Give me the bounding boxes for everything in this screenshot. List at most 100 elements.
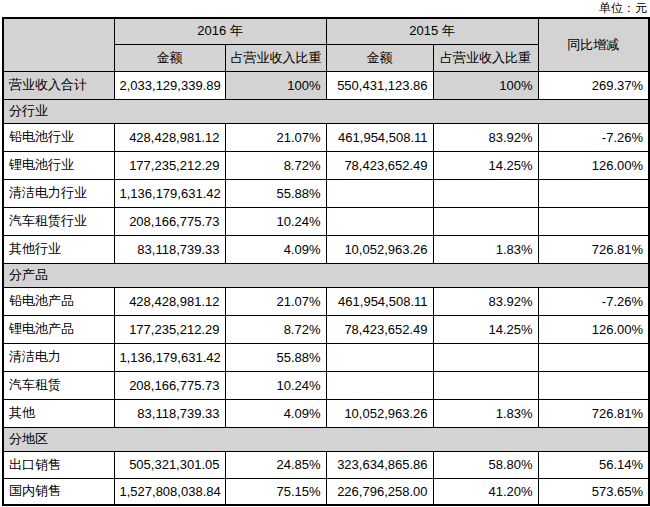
cell-ratio-2016: 8.72% [225,315,326,343]
cell-ratio-2015: 58.80% [433,451,538,478]
cell-amount-2015 [326,207,433,235]
cell-ratio-2016: 10.24% [225,371,326,399]
amount-2015-header: 金额 [326,44,433,71]
cell-ratio-2016: 21.07% [225,123,326,151]
cell-amount-2016: 208,166,775.73 [114,371,225,399]
row-label: 铅电池行业 [3,123,114,151]
cell-ratio-2016: 8.72% [225,151,326,179]
cell-ratio-2016: 24.85% [225,451,326,478]
cell-ratio-2015 [433,343,538,371]
section-row-industry: 分行业 [3,99,649,123]
cell-yoy: 269.37% [538,71,649,99]
cell-amount-2015: 461,954,508.11 [326,123,433,151]
cell-amount-2015 [326,371,433,399]
table-row: 出口销售 505,321,301.05 24.85% 323,634,865.8… [3,451,649,478]
revenue-breakdown-table: 2016 年 2015 年 同比增减 金额 占营业收入比重 金额 占营业收入比重… [2,17,650,506]
cell-amount-2016: 505,321,301.05 [114,451,225,478]
cell-amount-2015 [326,343,433,371]
cell-yoy [538,207,649,235]
cell-yoy: 726.81% [538,399,649,427]
cell-amount-2016: 2,033,129,339.89 [114,71,225,99]
cell-amount-2016: 177,235,212.29 [114,315,225,343]
row-label: 锂电池行业 [3,151,114,179]
row-label: 出口销售 [3,451,114,478]
cell-yoy: 56.14% [538,451,649,478]
table-row: 锂电池行业 177,235,212.29 8.72% 78,423,652.49… [3,151,649,179]
cell-amount-2015: 78,423,652.49 [326,151,433,179]
section-title: 分地区 [3,427,649,451]
table-row: 铅电池行业 428,428,981.12 21.07% 461,954,508.… [3,123,649,151]
cell-amount-2015: 461,954,508.11 [326,287,433,315]
cell-yoy [538,343,649,371]
cell-ratio-2015 [433,179,538,207]
cell-amount-2015: 323,634,865.86 [326,451,433,478]
section-row-region: 分地区 [3,427,649,451]
cell-ratio-2016: 4.09% [225,235,326,263]
table-row: 锂电池产品 177,235,212.29 8.72% 78,423,652.49… [3,315,649,343]
cell-amount-2016: 1,527,808,038.84 [114,478,225,505]
cell-ratio-2015: 41.20% [433,478,538,505]
cell-ratio-2015: 14.25% [433,151,538,179]
cell-ratio-2016: 10.24% [225,207,326,235]
cell-yoy [538,179,649,207]
ratio-2016-header: 占营业收入比重 [225,44,326,71]
cell-amount-2016: 1,136,179,631.42 [114,343,225,371]
cell-yoy: 573.65% [538,478,649,505]
row-label: 清洁电力 [3,343,114,371]
cell-ratio-2015 [433,371,538,399]
table-row: 铅电池产品 428,428,981.12 21.07% 461,954,508.… [3,287,649,315]
cell-amount-2015: 10,052,963.26 [326,399,433,427]
unit-label: 单位：元 [0,0,650,17]
corner-empty-cell [3,18,114,71]
row-label: 汽车租赁 [3,371,114,399]
cell-ratio-2015: 1.83% [433,399,538,427]
cell-yoy: -7.26% [538,123,649,151]
table-row: 汽车租赁行业 208,166,775.73 10.24% [3,207,649,235]
year-2015-header: 2015 年 [326,18,538,44]
row-label: 其他 [3,399,114,427]
table-row: 汽车租赁 208,166,775.73 10.24% [3,371,649,399]
yoy-header: 同比增减 [538,18,649,71]
cell-ratio-2016: 75.15% [225,478,326,505]
report-page: 单位：元 2016 年 2015 年 同比增减 金额 占营业收入比重 金额 占营… [0,0,650,507]
cell-amount-2015 [326,179,433,207]
cell-amount-2016: 1,136,179,631.42 [114,179,225,207]
row-label: 清洁电力行业 [3,179,114,207]
cell-amount-2016: 428,428,981.12 [114,287,225,315]
section-title: 分产品 [3,263,649,287]
row-label: 营业收入合计 [3,71,114,99]
ratio-2015-header: 占营业收入比重 [433,44,538,71]
cell-ratio-2016: 100% [225,71,326,99]
cell-ratio-2015: 1.83% [433,235,538,263]
table-row: 国内销售 1,527,808,038.84 75.15% 226,796,258… [3,478,649,505]
cell-amount-2016: 208,166,775.73 [114,207,225,235]
row-label: 国内销售 [3,478,114,505]
cell-amount-2016: 83,118,739.33 [114,235,225,263]
cell-ratio-2015: 83.92% [433,287,538,315]
cell-yoy: 126.00% [538,315,649,343]
table-row: 其他行业 83,118,739.33 4.09% 10,052,963.26 1… [3,235,649,263]
section-row-product: 分产品 [3,263,649,287]
cell-amount-2016: 177,235,212.29 [114,151,225,179]
cell-amount-2016: 428,428,981.12 [114,123,225,151]
table-row: 清洁电力行业 1,136,179,631.42 55.88% [3,179,649,207]
row-label: 汽车租赁行业 [3,207,114,235]
amount-2016-header: 金额 [114,44,225,71]
total-revenue-row: 营业收入合计 2,033,129,339.89 100% 550,431,123… [3,71,649,99]
table-row: 其他 83,118,739.33 4.09% 10,052,963.26 1.8… [3,399,649,427]
row-label: 铅电池产品 [3,287,114,315]
cell-yoy: 126.00% [538,151,649,179]
cell-ratio-2016: 55.88% [225,343,326,371]
cell-ratio-2015: 14.25% [433,315,538,343]
table-row: 清洁电力 1,136,179,631.42 55.88% [3,343,649,371]
cell-ratio-2015: 100% [433,71,538,99]
cell-ratio-2015: 83.92% [433,123,538,151]
row-label: 锂电池产品 [3,315,114,343]
section-title: 分行业 [3,99,649,123]
cell-ratio-2016: 55.88% [225,179,326,207]
cell-yoy: 726.81% [538,235,649,263]
cell-yoy: -7.26% [538,287,649,315]
cell-ratio-2016: 21.07% [225,287,326,315]
cell-amount-2015: 226,796,258.00 [326,478,433,505]
cell-yoy [538,371,649,399]
